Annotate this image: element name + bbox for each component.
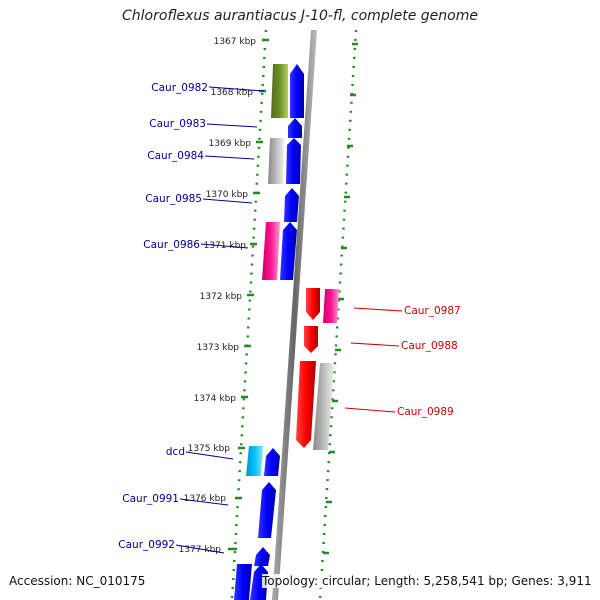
gene-label-caur-0985[interactable]: Caur_0985	[145, 193, 202, 205]
gene-label-caur-0992[interactable]: Caur_0992	[118, 539, 175, 551]
gene-label-caur-0989[interactable]: Caur_0989	[397, 406, 454, 418]
gene-arrow-caur-0989	[296, 361, 316, 448]
gene-arrow-caur-0992	[254, 547, 270, 566]
leader-line	[208, 86, 265, 92]
gene-label-dcd[interactable]: dcd	[166, 446, 185, 458]
reverse-genes	[296, 288, 320, 448]
gene-arrow-caur-0982	[290, 64, 304, 118]
kbp-label: 1374 kbp	[194, 394, 237, 404]
leader-line	[202, 198, 253, 204]
gene-label-caur-0987[interactable]: Caur_0987	[404, 305, 461, 317]
leader-line	[185, 451, 234, 460]
gene-arrow-caur-0988	[304, 326, 318, 353]
cog-block-caur-0989	[313, 363, 334, 450]
topology-text: Topology: circular; Length: 5,258,541 bp…	[262, 574, 592, 588]
cog-block-caur-0987	[323, 289, 339, 323]
left-leaders	[175, 86, 265, 554]
gene-arrow-caur-0986	[280, 222, 297, 280]
forward-genes	[250, 64, 304, 600]
kbp-label: 1377 kbp	[179, 545, 222, 555]
cog-block-caur-0984	[268, 138, 284, 184]
kbp-labels: 1367 kbp 1368 kbp 1369 kbp 1370 kbp 1371…	[179, 37, 257, 555]
leader-line	[206, 123, 258, 128]
cog-block-caur-0986	[262, 222, 280, 280]
cog-block-caur-0982	[271, 64, 288, 118]
gene-label-caur-0991[interactable]: Caur_0991	[122, 493, 179, 505]
kbp-label: 1367 kbp	[214, 37, 257, 47]
gene-arrow-caur-0991	[258, 482, 276, 538]
gene-label-caur-0983[interactable]: Caur_0983	[149, 118, 206, 130]
kbp-label: 1372 kbp	[200, 292, 243, 302]
leader-line	[175, 544, 225, 554]
backbone	[272, 30, 317, 600]
left-gene-labels: Caur_0982 Caur_0983 Caur_0984 Caur_0985 …	[118, 82, 208, 551]
gene-arrow-caur-0987	[306, 288, 320, 320]
cog-block-dcd	[246, 446, 263, 476]
accession-text: Accession: NC_010175	[9, 574, 146, 588]
gene-label-caur-0982[interactable]: Caur_0982	[151, 82, 208, 94]
backbone-bar	[272, 30, 317, 600]
right-leaders	[344, 307, 403, 413]
gene-arrow-partial	[250, 564, 268, 600]
gene-label-caur-0986[interactable]: Caur_0986	[143, 239, 200, 251]
gene-arrow-caur-0985	[284, 188, 299, 222]
gene-arrow-caur-0984	[286, 138, 301, 184]
leader-line	[350, 342, 400, 347]
tick-marks	[228, 38, 358, 555]
cog-blocks-left	[234, 64, 288, 600]
kbp-label: 1370 kbp	[206, 190, 249, 200]
cog-block-partial	[234, 564, 252, 600]
gene-arrow-caur-0983	[288, 118, 302, 138]
gene-arrow-dcd	[264, 448, 280, 476]
right-gene-labels: Caur_0987 Caur_0988 Caur_0989	[397, 305, 461, 418]
kbp-label: 1368 kbp	[211, 88, 254, 98]
genome-title: Chloroflexus aurantiacus J-10-fl, comple…	[122, 8, 478, 24]
kbp-label: 1373 kbp	[197, 343, 240, 353]
gene-label-caur-0984[interactable]: Caur_0984	[147, 150, 204, 162]
leader-line	[179, 498, 229, 506]
kbp-label: 1369 kbp	[209, 139, 252, 149]
kbp-label: 1375 kbp	[188, 444, 231, 454]
gene-label-caur-0988[interactable]: Caur_0988	[401, 340, 458, 352]
leader-line	[353, 307, 403, 312]
leader-line	[200, 243, 249, 249]
leader-line	[344, 407, 396, 413]
cog-blocks-right	[313, 289, 339, 450]
leader-line	[204, 155, 255, 160]
kbp-label: 1376 kbp	[184, 494, 227, 504]
